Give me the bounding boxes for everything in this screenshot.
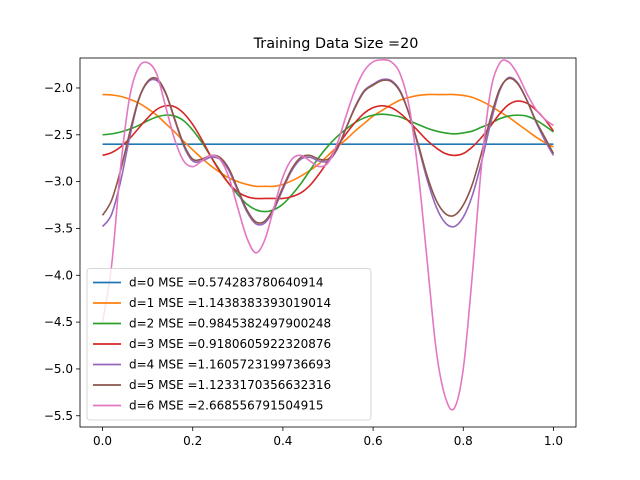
legend-label-4: d=4 MSE =1.1605723199736693 [129, 358, 331, 372]
plot-frame [79, 57, 577, 428]
x-tick-label: 1.0 [544, 434, 563, 448]
legend: d=0 MSE =0.574283780640914 d=1 MSE =1.143… [86, 268, 372, 421]
x-tick-label: 0.4 [273, 434, 292, 448]
y-tick-label: −2.0 [44, 81, 73, 95]
x-tick-label: 0.2 [183, 434, 202, 448]
y-tick-label: −3.0 [44, 175, 73, 189]
y-tick-label: −4.0 [44, 268, 73, 282]
series-line-5 [101, 76, 555, 224]
legend-label-0: d=0 MSE =0.574283780640914 [129, 276, 324, 290]
legend-label-2: d=2 MSE =0.9845382497900248 [129, 317, 331, 331]
series-layer [101, 59, 555, 411]
y-tick-label: −4.5 [44, 315, 73, 329]
series-line-6 [101, 59, 554, 411]
x-tick-label: 0.6 [364, 434, 383, 448]
series-line-1 [102, 93, 554, 188]
series-line-2 [102, 113, 554, 213]
legend-label-1: d=1 MSE =1.1438383393019014 [129, 296, 331, 310]
legend-box [86, 268, 372, 421]
legend-label-3: d=3 MSE =0.9180605922320876 [129, 337, 331, 351]
y-tick-label: −3.5 [44, 221, 73, 235]
x-tick-label: 0.0 [93, 434, 112, 448]
x-axis: 0.0 0.2 0.4 0.6 0.8 1.0 [93, 427, 563, 448]
chart-title: Training Data Size =20 [253, 36, 419, 52]
y-axis: −2.0 −2.5 −3.0 −3.5 −4.0 −4.5 −5.0 −5.5 [44, 81, 80, 423]
legend-label-6: d=6 MSE =2.668556791504915 [129, 399, 324, 413]
y-tick-label: −2.5 [44, 128, 73, 142]
x-tick-label: 0.8 [454, 434, 473, 448]
y-tick-label: −5.5 [44, 409, 73, 423]
y-tick-label: −5.0 [44, 362, 73, 376]
legend-label-5: d=5 MSE =1.1233170356632316 [129, 378, 331, 392]
